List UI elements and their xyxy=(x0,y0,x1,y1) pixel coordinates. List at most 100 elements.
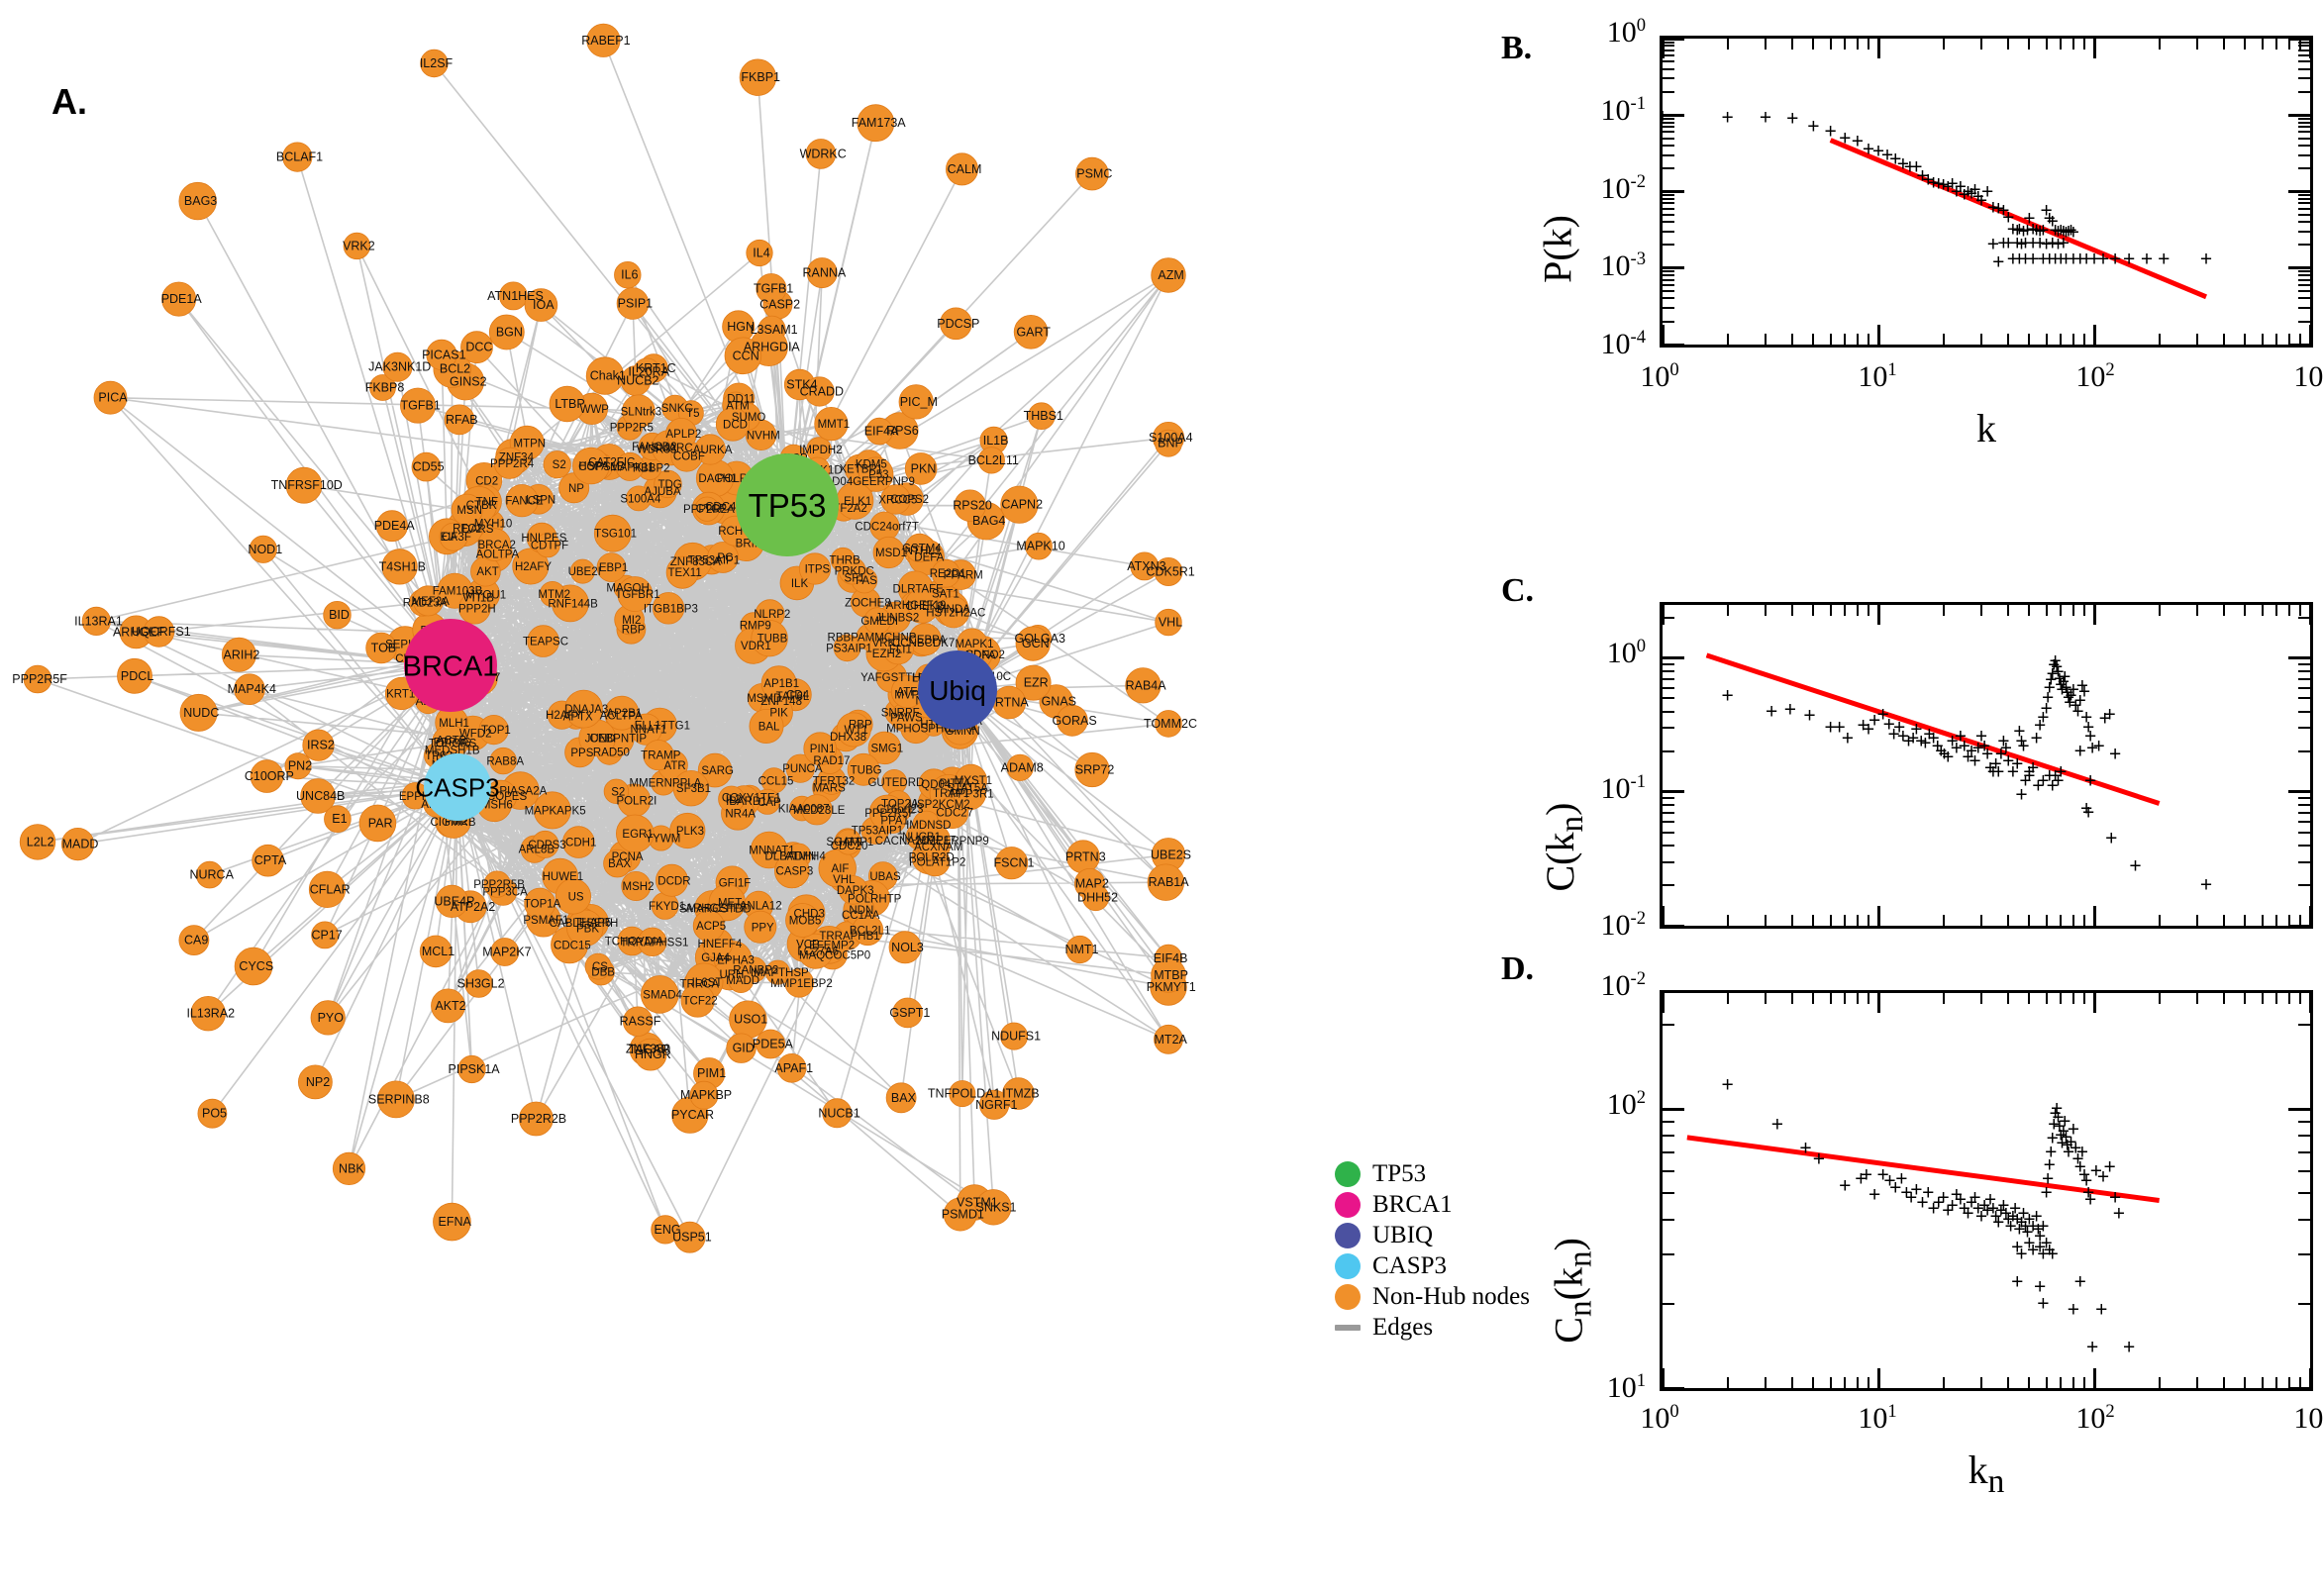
network-node[interactable] xyxy=(411,451,442,482)
network-node[interactable] xyxy=(773,852,810,889)
network-node[interactable] xyxy=(1000,1022,1029,1050)
network-node[interactable] xyxy=(904,452,938,485)
network-node[interactable] xyxy=(195,860,224,889)
network-node[interactable] xyxy=(1147,863,1185,901)
network-node[interactable] xyxy=(519,1101,554,1137)
network-node[interactable] xyxy=(728,966,755,994)
network-node[interactable] xyxy=(616,287,650,320)
network-node[interactable] xyxy=(457,1054,486,1084)
network-node[interactable] xyxy=(1015,626,1051,661)
network-node[interactable] xyxy=(724,337,762,375)
network-node[interactable] xyxy=(93,380,128,415)
network-node[interactable] xyxy=(1155,710,1182,738)
network-node[interactable] xyxy=(708,883,746,922)
network-node[interactable] xyxy=(179,693,218,732)
network-node[interactable] xyxy=(940,307,972,341)
network-node[interactable] xyxy=(460,331,493,364)
network-node[interactable] xyxy=(533,791,571,830)
network-node[interactable] xyxy=(892,997,923,1029)
network-node[interactable] xyxy=(694,496,720,522)
network-node[interactable] xyxy=(669,812,706,849)
network-node[interactable] xyxy=(561,826,595,858)
network-node[interactable] xyxy=(707,542,739,573)
network-node[interactable] xyxy=(543,450,571,479)
network-node[interactable] xyxy=(603,778,630,805)
network-node[interactable] xyxy=(377,1080,415,1119)
network-node[interactable] xyxy=(665,555,699,589)
network-node[interactable] xyxy=(505,484,539,518)
network-node[interactable] xyxy=(365,632,397,664)
network-node[interactable] xyxy=(464,969,493,998)
network-node[interactable] xyxy=(917,823,951,857)
network-node[interactable] xyxy=(994,847,1029,880)
network-node[interactable] xyxy=(555,878,592,915)
network-node[interactable] xyxy=(943,1197,977,1232)
network-node[interactable] xyxy=(838,875,868,905)
network-node[interactable] xyxy=(805,139,837,169)
network-node[interactable] xyxy=(614,261,642,289)
network-node[interactable] xyxy=(954,489,986,522)
network-node[interactable] xyxy=(888,931,922,964)
network-node[interactable] xyxy=(433,1202,471,1242)
network-node[interactable] xyxy=(300,778,336,814)
network-node[interactable] xyxy=(640,975,679,1014)
network-node[interactable] xyxy=(1002,1077,1035,1110)
network-node[interactable] xyxy=(478,714,509,746)
network-node[interactable] xyxy=(822,1098,853,1129)
network-node[interactable] xyxy=(756,1029,786,1059)
network-node[interactable] xyxy=(285,466,323,504)
network-node[interactable] xyxy=(615,451,645,481)
network-node[interactable] xyxy=(633,357,661,386)
network-node[interactable] xyxy=(868,794,906,831)
network-node[interactable] xyxy=(1155,608,1182,637)
network-node[interactable] xyxy=(252,844,284,877)
network-node[interactable] xyxy=(190,996,226,1032)
network-node[interactable] xyxy=(19,824,56,860)
network-node[interactable] xyxy=(451,493,483,526)
network-node[interactable] xyxy=(672,770,710,807)
network-node[interactable] xyxy=(332,1151,366,1186)
network-node[interactable] xyxy=(665,417,697,449)
network-node[interactable] xyxy=(680,983,715,1018)
network-node[interactable] xyxy=(60,827,95,861)
network-node[interactable] xyxy=(564,689,603,729)
network-node[interactable] xyxy=(697,752,733,788)
network-node[interactable] xyxy=(426,339,457,370)
network-node[interactable] xyxy=(161,281,197,317)
network-node[interactable] xyxy=(867,731,902,765)
network-node[interactable] xyxy=(488,314,525,350)
network-node[interactable] xyxy=(444,404,475,436)
network-node[interactable] xyxy=(282,142,313,172)
network-node[interactable] xyxy=(458,592,491,625)
network-node[interactable] xyxy=(776,1053,807,1083)
network-node[interactable] xyxy=(975,1189,1012,1226)
network-node[interactable] xyxy=(539,581,565,608)
network-node[interactable] xyxy=(477,528,512,561)
network-node[interactable] xyxy=(617,576,654,612)
network-node[interactable] xyxy=(656,863,689,897)
network-node[interactable] xyxy=(880,484,911,515)
network-node[interactable] xyxy=(623,1006,654,1037)
network-node[interactable] xyxy=(1154,1024,1183,1054)
network-node[interactable] xyxy=(1151,257,1186,293)
network-node[interactable] xyxy=(524,288,558,322)
network-node[interactable] xyxy=(435,884,468,919)
network-node[interactable] xyxy=(1015,664,1052,701)
network-node[interactable] xyxy=(673,1221,706,1253)
network-node[interactable] xyxy=(621,871,652,902)
network-node[interactable] xyxy=(572,447,610,485)
network-node[interactable] xyxy=(584,952,612,980)
network-node[interactable] xyxy=(718,785,746,813)
network-node[interactable] xyxy=(835,829,861,855)
network-node[interactable] xyxy=(1151,957,1186,993)
network-node[interactable] xyxy=(801,794,833,826)
network-node[interactable] xyxy=(527,625,559,657)
network-node[interactable] xyxy=(1006,753,1034,781)
network-node[interactable] xyxy=(797,933,834,969)
network-node[interactable] xyxy=(493,447,526,479)
network-node[interactable] xyxy=(603,848,632,878)
network-node[interactable] xyxy=(858,456,894,492)
network-node[interactable] xyxy=(284,752,312,780)
network-node[interactable] xyxy=(399,387,436,424)
network-node[interactable] xyxy=(490,938,520,966)
